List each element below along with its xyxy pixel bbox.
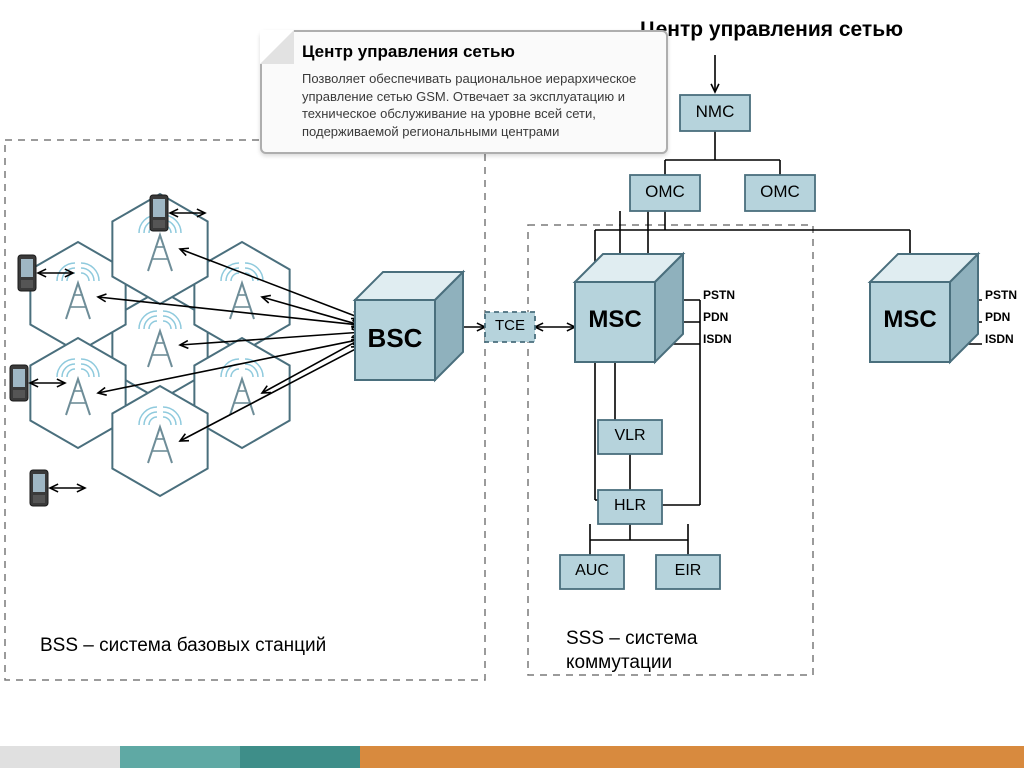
label: ISDN: [985, 332, 1014, 346]
label: PSTN: [703, 288, 735, 302]
note-fold-icon: [260, 30, 294, 64]
note-title: Центр управления сетью: [302, 42, 652, 62]
label: OMC: [660, 182, 900, 202]
top-title: Центр управления сетью: [640, 18, 903, 42]
label: ISDN: [703, 332, 732, 346]
info-note: Центр управления сетью Позволяет обеспеч…: [260, 30, 668, 154]
diagram-canvas: Центр управления сетью Центр управления …: [0, 0, 1024, 768]
label: PDN: [703, 310, 728, 324]
label: PSTN: [985, 288, 1017, 302]
label: HLR: [510, 497, 750, 515]
label: VLR: [510, 427, 750, 445]
label: коммутации: [566, 652, 672, 674]
label: EIR: [568, 562, 808, 580]
label: SSS – система: [566, 628, 697, 650]
label: BSS – система базовых станций: [40, 635, 326, 657]
label: TCE: [390, 317, 630, 334]
label: NMC: [595, 102, 835, 122]
label: PDN: [985, 310, 1010, 324]
